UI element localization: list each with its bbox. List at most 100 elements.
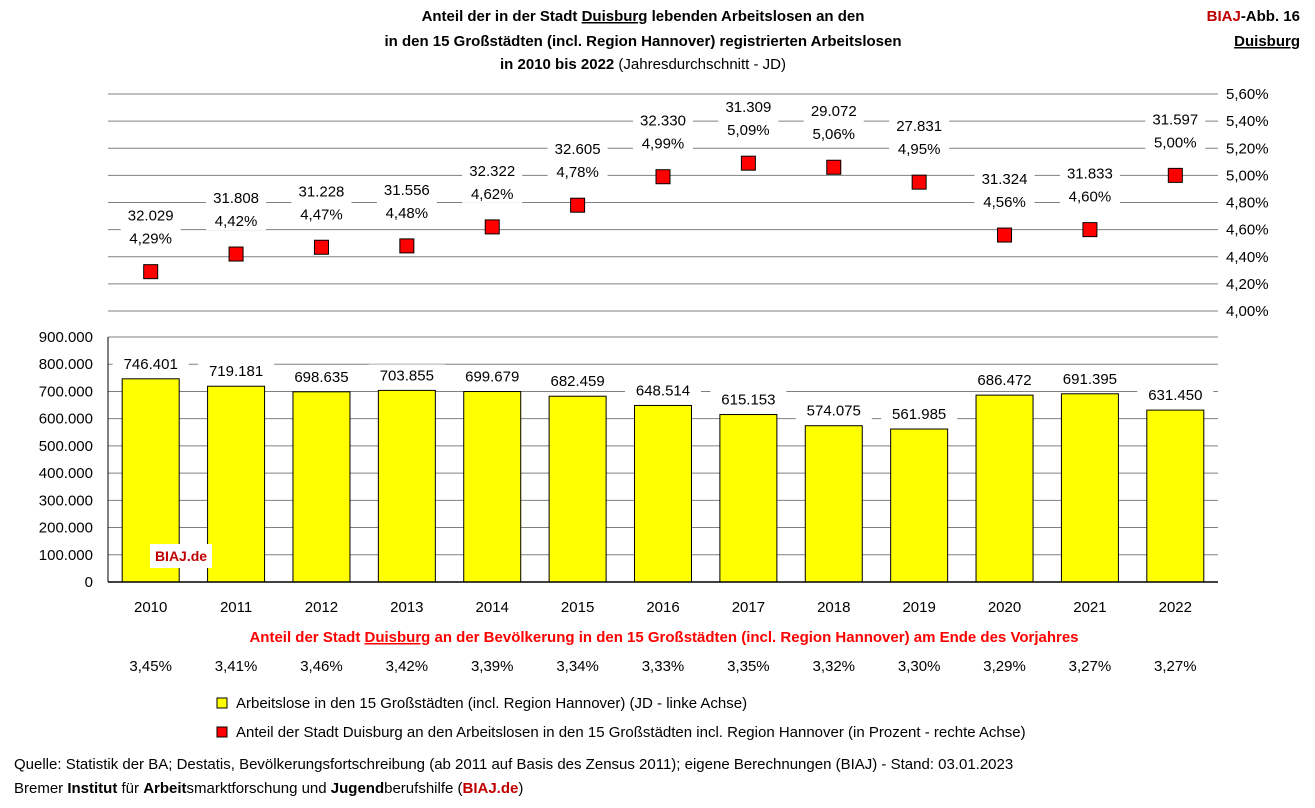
marker-count-label: 31.309: [725, 99, 771, 116]
marker-count-label: 32.605: [555, 141, 601, 158]
marker-count-label: 32.322: [469, 163, 515, 180]
marker-series: [143, 155, 1183, 280]
x-tick-label: 2017: [732, 599, 765, 616]
x-tick-label: 2015: [561, 599, 594, 616]
population-share-heading: Anteil der Stadt Duisburg an der Bevölke…: [249, 629, 1078, 646]
right-tick-label: 5,20%: [1226, 140, 1269, 157]
marker-2010: [143, 264, 159, 280]
bar-value-label: 574.075: [807, 403, 861, 420]
population-share-value: 3,46%: [300, 658, 343, 675]
marker-label-bg: [376, 177, 437, 222]
marker-percent-label: 4,47%: [300, 206, 343, 223]
population-share-value: 3,39%: [471, 658, 514, 675]
chart-title-line-3: in 2010 bis 2022 (Jahresdurchschnitt - J…: [500, 56, 786, 73]
left-tick-label: 400.000: [39, 465, 93, 482]
figure-badge-city: Duisburg: [1234, 33, 1300, 50]
marker-label-bg: [206, 186, 267, 231]
marker-percent-label: 4,95%: [898, 141, 941, 158]
x-tick-label: 2014: [476, 599, 509, 616]
marker-percent-label: 4,99%: [642, 136, 685, 153]
left-axis-ticks: 0 100.000 200.000 300.000 400.000 500.000 600.…: [39, 329, 93, 591]
bar-value-label: 631.450: [1148, 387, 1202, 404]
bar-2018: [804, 425, 863, 583]
left-tick-label: 800.000: [39, 356, 93, 373]
marker-labels: 32.029 4,29% 31.808 4,42% 31.228 4,47% 31.556 4…: [120, 95, 1206, 248]
left-tick-label: 900.000: [39, 329, 93, 346]
marker-percent-label: 4,62%: [471, 186, 514, 203]
left-tick-label: 600.000: [39, 411, 93, 428]
population-share-value: 3,32%: [812, 658, 855, 675]
bar-value-label: 648.514: [636, 382, 690, 399]
marker-2011: [228, 246, 244, 262]
left-tick-label: 0: [85, 574, 93, 591]
marker-label-bg: [1145, 107, 1206, 152]
bar-label-bg: [710, 388, 787, 409]
bar-label-bg: [795, 399, 872, 420]
watermark-box: [150, 544, 212, 568]
bar-2013: [377, 389, 436, 583]
bar-label-bg: [198, 360, 275, 381]
bar-label-bg: [539, 370, 616, 391]
x-tick-label: 2019: [902, 599, 935, 616]
marker-label-bg: [120, 203, 181, 248]
bar-value-label: 615.153: [721, 392, 775, 409]
population-share-value: 3,33%: [642, 658, 685, 675]
population-share-value: 3,45%: [129, 658, 172, 675]
bar-2019: [890, 428, 949, 583]
chart-title-line-2: in den 15 Großstädten (incl. Region Hann…: [384, 33, 901, 50]
marker-2017: [740, 155, 756, 171]
bar-label-bg: [368, 364, 445, 385]
figure-badge: BIAJ-Abb. 16: [1207, 8, 1300, 25]
right-axis-ticks: 4,00% 4,20% 4,40% 4,60% 4,80% 5,00% 5,20% 5,40%…: [1226, 86, 1269, 320]
legend-bar-swatch: [216, 697, 228, 709]
marker-label-bg: [633, 108, 693, 153]
left-tick-label: 700.000: [39, 383, 93, 400]
marker-count-label: 32.029: [128, 208, 174, 225]
population-share-value: 3,27%: [1154, 658, 1197, 675]
marker-count-label: 31.833: [1067, 166, 1113, 183]
marker-label-bg: [718, 95, 779, 140]
right-tick-label: 5,60%: [1226, 86, 1269, 103]
bar-value-label: 746.401: [124, 356, 178, 373]
x-tick-label: 2020: [988, 599, 1021, 616]
marker-count-label: 31.228: [299, 183, 345, 200]
right-tick-label: 4,00%: [1226, 303, 1269, 320]
x-tick-label: 2021: [1073, 599, 1106, 616]
source-note: Quelle: Statistik der BA; Destatis, Bevö…: [14, 756, 1014, 773]
marker-percent-label: 5,09%: [727, 122, 770, 139]
marker-percent-label: 4,48%: [386, 205, 429, 222]
x-tick-label: 2011: [220, 599, 252, 616]
marker-count-label: 27.831: [896, 118, 942, 135]
bar-label-bg: [112, 352, 189, 373]
bar-value-label: 719.181: [209, 363, 263, 380]
population-share-value: 3,34%: [556, 658, 599, 675]
bar-2021: [1060, 393, 1119, 583]
bar-value-label: 699.679: [465, 369, 519, 386]
marker-label-bg: [1059, 161, 1120, 206]
marker-2020: [997, 227, 1013, 243]
marker-percent-label: 4,56%: [983, 194, 1026, 211]
marker-count-label: 31.556: [384, 182, 430, 199]
population-share-value: 3,27%: [1069, 658, 1112, 675]
bar-2022: [1146, 409, 1205, 583]
legend-marker-swatch: [216, 726, 228, 738]
marker-count-label: 31.808: [213, 190, 259, 207]
x-axis-ticks: 2010 2011 2012 2013 2014 2015 2016 2017 2018 2019…: [134, 599, 1192, 616]
marker-2014: [484, 219, 500, 235]
bar-2016: [634, 404, 692, 583]
bar-value-label: 703.855: [380, 367, 434, 384]
x-tick-label: 2012: [305, 599, 338, 616]
population-share-value: 3,30%: [898, 658, 941, 675]
x-tick-label: 2010: [134, 599, 167, 616]
marker-percent-label: 4,29%: [129, 231, 172, 248]
marker-percent-label: 4,60%: [1069, 189, 1112, 206]
bar-2014: [463, 391, 522, 583]
bar-value-label: 682.459: [550, 373, 604, 390]
bar-label-bg: [1137, 384, 1214, 405]
bar-value-labels: 746.401 719.181 698.635 703.855 699.679 682.4…: [112, 352, 1214, 424]
bar-2017: [719, 414, 778, 583]
bar-label-bg: [881, 403, 958, 424]
marker-percent-label: 4,78%: [556, 164, 599, 181]
legend-marker-label: Anteil der Stadt Duisburg an den Arbeits…: [236, 724, 1026, 741]
